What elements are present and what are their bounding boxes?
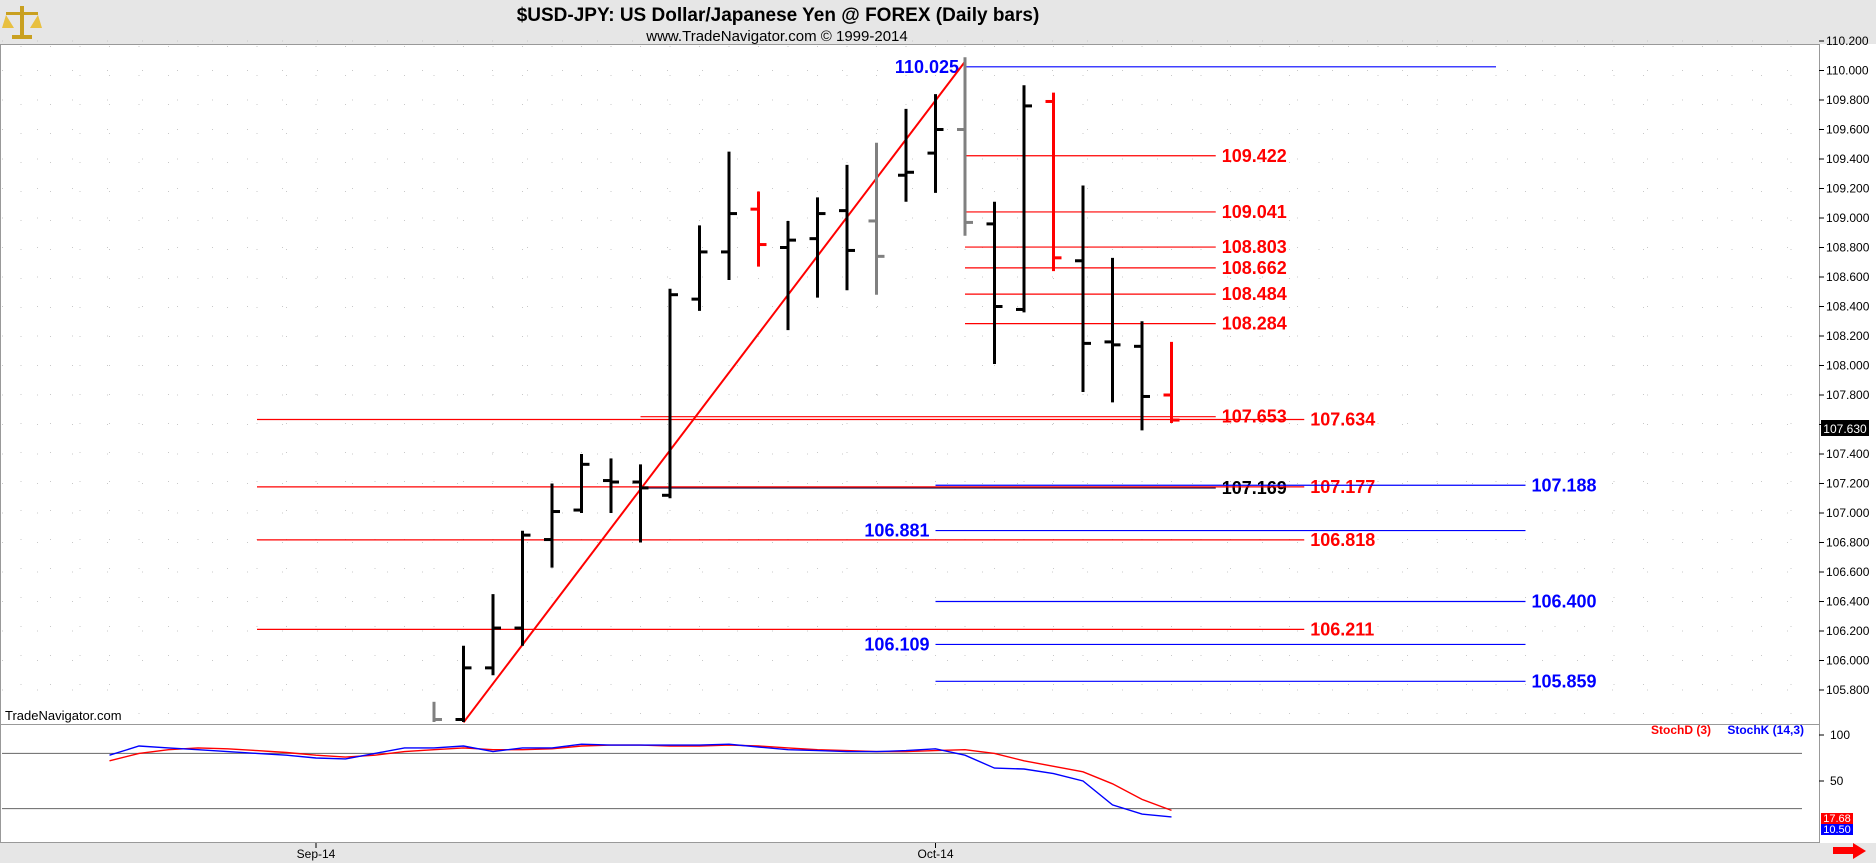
- y-tick-label: 110.200: [1826, 34, 1869, 48]
- ohlc-bar: [750, 191, 767, 267]
- ohlc-bar: [839, 164, 855, 291]
- y-tick-label: 109.800: [1826, 93, 1870, 107]
- y-tick-label: 106.400: [1826, 595, 1870, 609]
- y-tick-label: 105.800: [1826, 683, 1870, 697]
- fib-level-label: 105.859: [1532, 671, 1597, 691]
- y-tick-label: 109.600: [1826, 123, 1870, 137]
- ohlc-bar: [957, 57, 973, 236]
- fib-level-label: 107.169: [1222, 478, 1287, 498]
- fib-level-label: 108.284: [1222, 314, 1287, 334]
- ohlc-bar: [485, 594, 501, 676]
- fib-level-label: 108.803: [1222, 237, 1287, 257]
- y-tick-label: 108.400: [1826, 300, 1870, 314]
- ohlc-bar: [432, 701, 442, 722]
- x-tick-label: Oct-14: [917, 847, 953, 861]
- y-tick-label: 106.600: [1826, 565, 1870, 579]
- y-tick-label: 108.000: [1826, 359, 1870, 373]
- grid-layer: [2, 40, 1819, 722]
- stoch-y-label: 50: [1830, 774, 1844, 788]
- ohlc-bar: [986, 201, 1003, 365]
- fib-level-label: 106.881: [864, 521, 929, 541]
- scroll-right-arrow-icon[interactable]: [1833, 843, 1866, 859]
- stochd-last-value: 17.68: [1823, 813, 1851, 825]
- fib-level-label: 109.422: [1222, 146, 1287, 166]
- ohlc-bar: [455, 645, 472, 722]
- y-tick-label: 110.000: [1826, 64, 1869, 78]
- footer-bar: [0, 843, 1876, 863]
- fib-level-label: 107.177: [1310, 477, 1375, 497]
- ohlc-bar: [1104, 257, 1121, 403]
- price-axis: 105.800 106.000 106.200 106.400 106.600 106.8…: [1819, 34, 1870, 697]
- y-tick-label: 109.400: [1826, 152, 1870, 166]
- fib-level-label: 109.041: [1222, 202, 1287, 222]
- y-tick-label: 109.000: [1826, 211, 1870, 225]
- ohlc-bar: [544, 483, 560, 568]
- fib-level-label: 106.400: [1532, 592, 1597, 612]
- y-tick-label: 107.000: [1826, 506, 1870, 520]
- ohlc-bar: [809, 197, 826, 298]
- stochk-last-box: [1821, 824, 1853, 835]
- y-tick-label: 107.800: [1826, 388, 1870, 402]
- ohlc-bar: [1134, 321, 1150, 431]
- ohlc-bar: [1163, 341, 1180, 424]
- y-tick-label: 108.600: [1826, 270, 1870, 284]
- fib-level-label: 110.025: [895, 57, 959, 77]
- stoch-y-label: 100: [1830, 728, 1850, 742]
- ohlc-bar: [632, 464, 649, 543]
- stochd-last-box: [1821, 813, 1853, 824]
- y-tick-label: 108.800: [1826, 241, 1870, 255]
- last-price-box: [1821, 420, 1869, 436]
- trendline-layer: [462, 61, 966, 724]
- date-axis: Sep-14 Oct-14: [297, 843, 954, 861]
- y-tick-label: 107.400: [1826, 447, 1870, 461]
- ohlc-bar: [691, 225, 708, 311]
- y-tick-label: 109.200: [1826, 182, 1870, 196]
- fib-level-label: 108.662: [1222, 258, 1287, 278]
- fib-level-label: 106.211: [1310, 619, 1374, 639]
- y-tick-label: 106.000: [1826, 654, 1870, 668]
- ohlc-bar: [1016, 85, 1032, 313]
- fib-level-label: 107.653: [1222, 407, 1287, 427]
- y-tick-label: 106.200: [1826, 624, 1870, 638]
- fib-level-label: 107.634: [1310, 409, 1375, 429]
- ohlc-bar: [927, 94, 944, 193]
- ohlc-bar: [1045, 92, 1062, 272]
- header-bar: [0, 0, 1876, 44]
- ohlc-bar: [603, 458, 619, 513]
- watermark: TradeNavigator.com: [5, 708, 122, 723]
- stochk-last-value: 10.50: [1823, 824, 1851, 836]
- ohlc-bar: [1075, 185, 1091, 393]
- stoch-series-line: [109, 744, 1172, 812]
- trendline: [462, 61, 966, 724]
- main-panel-frame: [0, 44, 1820, 725]
- ohlc-bar: [898, 108, 914, 202]
- ohlc-bar: [780, 220, 796, 331]
- last-price-label: 107.630: [1823, 422, 1867, 436]
- legend-stochd: StochD (3): [1651, 723, 1711, 737]
- y-tick-label: 108.200: [1826, 329, 1870, 343]
- legend-stochk: StochK (14,3): [1727, 723, 1804, 737]
- y-tick-label: 107.200: [1826, 477, 1870, 491]
- fib-level-label: 108.484: [1222, 284, 1287, 304]
- stochastic-layer: 50 100: [2, 728, 1850, 818]
- chart-title: $USD-JPY: US Dollar/Japanese Yen @ FOREX…: [517, 5, 1040, 26]
- ohlc-bar: [573, 454, 590, 513]
- fib-level-label: 106.109: [864, 634, 929, 654]
- ohlc-bar: [721, 151, 737, 280]
- ohlc-bar: [514, 530, 531, 646]
- stoch-series-line: [109, 743, 1172, 818]
- ohlc-bar: [868, 142, 885, 295]
- y-tick-label: 106.800: [1826, 536, 1870, 550]
- fib-level-label: 107.188: [1532, 475, 1597, 495]
- scale-balance-icon: [2, 6, 42, 39]
- stoch-panel-frame: [0, 724, 1820, 843]
- x-tick-label: Sep-14: [297, 847, 336, 861]
- fib-level-label: 106.818: [1310, 530, 1375, 550]
- ohlc-bar: [662, 288, 678, 499]
- price-bars-layer: [432, 57, 1180, 722]
- chart-subtitle: www.TradeNavigator.com © 1999-2014: [645, 28, 907, 45]
